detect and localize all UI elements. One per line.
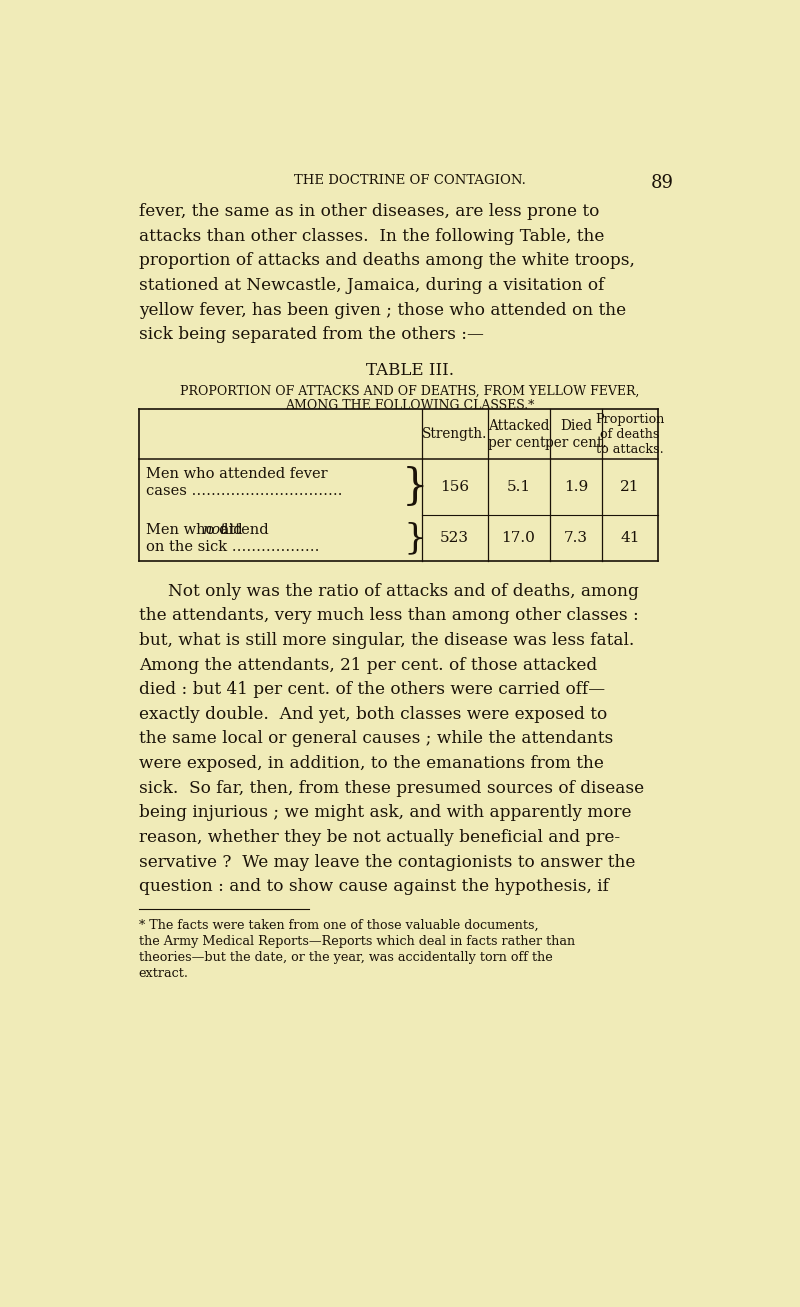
Text: sick being separated from the others :—: sick being separated from the others :— <box>138 327 484 344</box>
Text: extract.: extract. <box>138 967 189 980</box>
Text: Not only was the ratio of attacks and of deaths, among: Not only was the ratio of attacks and of… <box>168 583 639 600</box>
Text: sick.  So far, then, from these presumed sources of disease: sick. So far, then, from these presumed … <box>138 780 644 797</box>
Text: 5.1: 5.1 <box>506 480 530 494</box>
Text: Strength.: Strength. <box>422 427 487 442</box>
Text: THE DOCTRINE OF CONTAGION.: THE DOCTRINE OF CONTAGION. <box>294 174 526 187</box>
Text: 17.0: 17.0 <box>502 531 535 545</box>
Text: 41: 41 <box>620 531 640 545</box>
Text: }: } <box>404 521 427 555</box>
Text: 156: 156 <box>440 480 469 494</box>
Text: reason, whether they be not actually beneficial and pre-: reason, whether they be not actually ben… <box>138 829 620 846</box>
Text: 1.9: 1.9 <box>564 480 588 494</box>
Text: theories—but the date, or the year, was accidentally torn off the: theories—but the date, or the year, was … <box>138 950 553 963</box>
Text: fever, the same as in other diseases, are less prone to: fever, the same as in other diseases, ar… <box>138 203 599 220</box>
Text: the same local or general causes ; while the attendants: the same local or general causes ; while… <box>138 731 613 748</box>
Text: died : but 41 per cent. of the others were carried off—: died : but 41 per cent. of the others we… <box>138 681 605 698</box>
Text: not: not <box>203 523 227 537</box>
Text: being injurious ; we might ask, and with apparently more: being injurious ; we might ask, and with… <box>138 804 631 821</box>
Text: Men who attended fever: Men who attended fever <box>146 467 328 481</box>
Text: Proportion
of deaths
to attacks.: Proportion of deaths to attacks. <box>595 413 665 456</box>
Text: yellow fever, has been given ; those who attended on the: yellow fever, has been given ; those who… <box>138 302 626 319</box>
Text: cases ………………………….: cases …………………………. <box>146 484 343 498</box>
Text: Men who did: Men who did <box>146 523 248 537</box>
Text: question : and to show cause against the hypothesis, if: question : and to show cause against the… <box>138 878 609 895</box>
Text: 21: 21 <box>620 480 640 494</box>
Text: Died
per cent.: Died per cent. <box>545 420 606 450</box>
Text: }: } <box>402 467 429 508</box>
Text: servative ?  We may leave the contagionists to answer the: servative ? We may leave the contagionis… <box>138 853 635 870</box>
Text: stationed at Newcastle, Jamaica, during a visitation of: stationed at Newcastle, Jamaica, during … <box>138 277 604 294</box>
Text: the Army Medical Reports—Reports which deal in facts rather than: the Army Medical Reports—Reports which d… <box>138 935 575 948</box>
Text: the attendants, very much less than among other classes :: the attendants, very much less than amon… <box>138 608 638 625</box>
Text: TABLE III.: TABLE III. <box>366 362 454 379</box>
Text: were exposed, in addition, to the emanations from the: were exposed, in addition, to the emanat… <box>138 755 604 772</box>
Text: but, what is still more singular, the disease was less fatal.: but, what is still more singular, the di… <box>138 631 634 650</box>
Text: * The facts were taken from one of those valuable documents,: * The facts were taken from one of those… <box>138 919 538 932</box>
Text: 7.3: 7.3 <box>564 531 588 545</box>
Text: PROPORTION OF ATTACKS AND OF DEATHS, FROM YELLOW FEVER,: PROPORTION OF ATTACKS AND OF DEATHS, FRO… <box>180 384 640 397</box>
Text: AMONG THE FOLLOWING CLASSES.*: AMONG THE FOLLOWING CLASSES.* <box>286 399 534 412</box>
Text: on the sick ………………: on the sick ……………… <box>146 540 320 554</box>
Text: 89: 89 <box>650 174 674 192</box>
Text: exactly double.  And yet, both classes were exposed to: exactly double. And yet, both classes we… <box>138 706 607 723</box>
Text: Attacked
per cent.: Attacked per cent. <box>488 420 550 450</box>
Text: attacks than other classes.  In the following Table, the: attacks than other classes. In the follo… <box>138 227 604 244</box>
Text: Among the attendants, 21 per cent. of those attacked: Among the attendants, 21 per cent. of th… <box>138 656 597 673</box>
Text: 523: 523 <box>440 531 469 545</box>
Text: attend: attend <box>216 523 269 537</box>
Text: proportion of attacks and deaths among the white troops,: proportion of attacks and deaths among t… <box>138 252 634 269</box>
